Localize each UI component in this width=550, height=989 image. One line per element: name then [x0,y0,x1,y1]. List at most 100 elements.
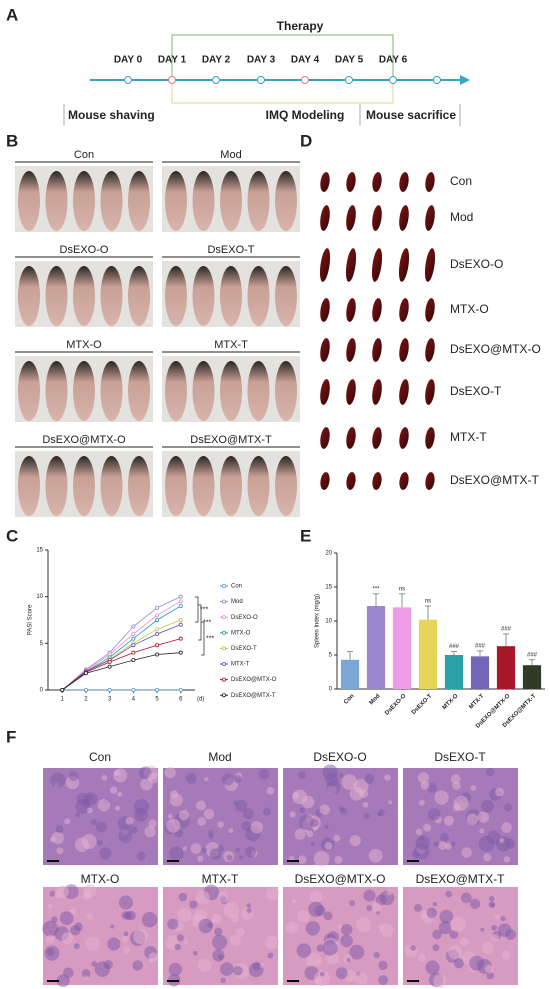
spleen-label: MTX-T [450,430,487,444]
tissue-texture [363,889,376,902]
tissue-texture [109,786,118,795]
bar [496,646,516,689]
spleen [424,248,436,282]
spleen [399,298,409,322]
tissue-texture [204,776,209,782]
tissue-texture [349,900,356,907]
mouse [100,171,123,231]
tissue-texture [94,961,111,977]
tissue-texture [319,804,330,815]
series-line [61,600,181,691]
tissue-texture [298,771,306,779]
tissue-texture [221,773,234,786]
day-dot [433,76,441,84]
tissue-texture [169,846,184,861]
tissue-texture [258,768,270,780]
tissue-texture [56,847,64,855]
tissue-texture [480,799,494,813]
tissue-texture [417,953,426,962]
tissue-texture [486,767,495,777]
tissue-texture [196,800,206,811]
sig-label: *** [200,606,208,613]
tissue-texture [425,960,440,975]
histology-label: MTX-T [202,872,239,886]
tissue-texture [90,819,97,826]
day-label: DAY 3 [247,55,276,66]
mouse [100,266,123,326]
tissue-texture [217,821,224,828]
tissue-texture [97,798,111,812]
tissue-texture [101,774,108,781]
y-tick-label: 20 [325,551,332,557]
tissue-texture [388,800,393,805]
mouse [247,266,270,326]
mouse [45,456,68,516]
tissue-texture [323,911,333,921]
tissue-texture [123,946,130,954]
spleen [372,338,382,362]
histology-label: Mod [208,750,231,764]
panel-label: C [6,526,18,545]
sig-bracket [201,621,205,656]
point [155,632,160,637]
spleen [372,379,382,405]
tissue-texture [148,952,159,962]
tissue-texture [239,855,244,860]
tissue-texture [453,958,465,969]
tissue-texture [310,842,315,847]
mouse [128,171,150,231]
spleen [425,472,435,490]
spleen [372,472,382,490]
spleen [372,205,382,231]
tissue-texture [201,847,208,854]
spleen [399,338,409,362]
tissue-texture [460,892,472,904]
stage-label: IMQ Modeling [266,108,345,122]
tissue-texture [423,823,432,832]
tissue-texture [266,786,275,795]
sig-label: *** [203,619,211,626]
tissue-texture [125,816,134,825]
tissue-texture [192,950,198,956]
tissue-texture [86,807,93,814]
tissue-texture [415,828,423,836]
mouse [275,171,297,231]
bar [522,665,542,689]
tissue-texture [177,907,192,922]
legend-label: DsEXO@MTX-O [231,677,277,683]
tissue-texture [176,934,184,942]
day-label: DAY 6 [379,55,408,66]
tissue-texture [292,791,300,800]
x-tick-label: MTX-O [442,693,460,711]
tissue-texture [107,937,121,951]
tissue-texture [349,835,361,847]
tissue-texture [501,822,512,833]
tissue-texture [114,805,121,811]
tissue-texture [359,789,368,799]
tissue-texture [121,935,129,943]
point [131,624,136,629]
spleen [320,472,330,490]
tissue-texture [438,921,452,935]
tissue-texture [219,962,234,976]
point [178,636,183,641]
spleen-label: DsEXO@MTX-O [450,342,541,356]
tissue-texture [214,927,223,936]
tissue-texture [148,772,159,784]
tissue-texture [378,975,389,986]
spleen-label: DsEXO-O [450,257,503,271]
y-tick-label: 15 [325,585,332,591]
tissue-texture [378,809,385,816]
histology-label: DsEXO@MTX-O [295,872,386,886]
tissue-texture [169,793,183,807]
mouse [73,361,95,421]
tissue-texture [450,916,466,933]
tissue-texture [286,921,299,934]
tissue-texture [195,890,210,905]
tissue-texture [46,947,55,957]
histology-label: MTX-O [81,872,120,886]
tissue-texture [81,969,91,978]
spleen [346,172,356,192]
tissue-texture [252,961,262,971]
tissue-texture [380,923,394,937]
